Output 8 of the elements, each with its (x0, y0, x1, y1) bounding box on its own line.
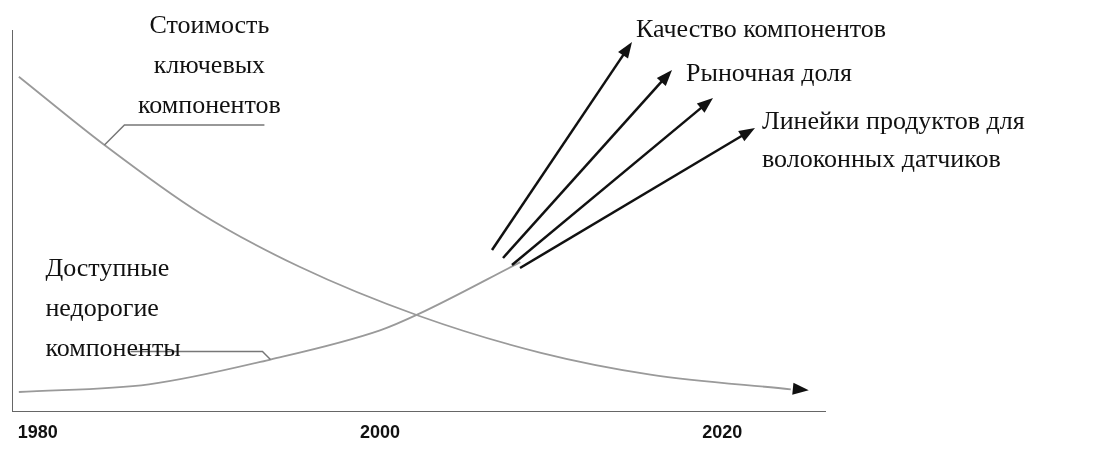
annotation: Линейки продуктов для волоконных датчиков (762, 105, 1026, 175)
annotation: Рыночная доля (686, 57, 853, 89)
text: Качество компонентов (636, 13, 888, 45)
series-label: Стоимость ключевых компонентов (137, 9, 282, 121)
x-tick-label: 2020 (702, 422, 743, 443)
series-label: Доступные недорогие компоненты (45, 251, 182, 364)
x-tick-label: 1980 (17, 422, 58, 443)
x-tick-label: 2000 (359, 422, 401, 443)
